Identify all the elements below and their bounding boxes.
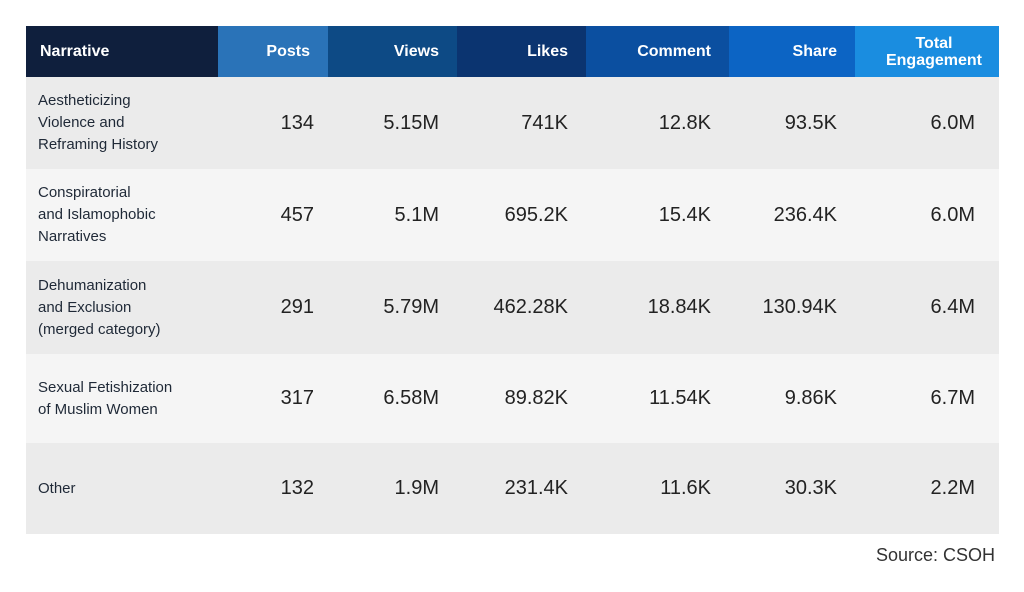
cell-posts: 134	[280, 111, 314, 134]
table-body: Aestheticizing Violence and Reframing Hi…	[26, 77, 999, 534]
data-table: Narrative Posts Views Likes Comment Share Tota…	[26, 26, 999, 534]
cell-views: 5.15M	[383, 111, 439, 134]
cell-share: 130.94K	[762, 296, 837, 318]
cell-comment: 12.8K	[658, 111, 711, 134]
cell-narrative: Dehumanization and Exclusion (merged cat…	[38, 276, 161, 338]
cell-comment: 15.4K	[658, 203, 711, 226]
cell-share: 9.86K	[784, 387, 837, 409]
cell-narrative: Aestheticizing Violence and Reframing Hi…	[38, 92, 159, 153]
header-share: Share	[729, 26, 855, 77]
header-views: Views	[328, 26, 457, 77]
cell-posts: 317	[280, 387, 314, 409]
cell-share: 236.4K	[773, 203, 837, 226]
table-row: Aestheticizing Violence and Reframing Hi…	[26, 77, 999, 169]
cell-total-engagement: 2.2M	[930, 477, 975, 499]
cell-share: 30.3K	[784, 477, 837, 499]
cell-posts: 291	[280, 296, 314, 318]
cell-comment: 11.6K	[660, 477, 711, 499]
cell-narrative: Sexual Fetishization of Muslim Women	[38, 378, 173, 418]
table-header: Narrative Posts Views Likes Comment Share Tota…	[26, 26, 999, 77]
cell-total-engagement: 6.7M	[930, 387, 975, 409]
cell-views: 5.1M	[394, 203, 439, 226]
header-likes: Likes	[457, 26, 586, 77]
cell-comment: 18.84K	[647, 296, 711, 318]
header-posts: Posts	[218, 26, 328, 77]
cell-views: 6.58M	[383, 387, 439, 409]
cell-likes: 462.28K	[493, 296, 568, 318]
source-note: Source: CSOH	[875, 545, 995, 565]
cell-likes: 695.2K	[504, 203, 568, 226]
cell-likes: 741K	[521, 111, 568, 134]
cell-likes: 231.4K	[504, 477, 568, 499]
cell-views: 1.9M	[394, 477, 439, 499]
header-total-engagement: Total Engagement	[855, 26, 999, 77]
cell-total-engagement: 6.4M	[930, 296, 975, 318]
table-row: Sexual Fetishization of Muslim Women 317 6…	[26, 354, 999, 443]
header-narrative: Narrative	[26, 26, 218, 77]
cell-views: 5.79M	[383, 296, 439, 318]
table-row: Other 132 1.9M 231.4K 11.6K 30.3K 2.2M	[26, 443, 999, 534]
header-comment: Comment	[586, 26, 729, 77]
cell-total-engagement: 6.0M	[930, 203, 975, 226]
cell-likes: 89.82K	[504, 387, 568, 409]
cell-total-engagement: 6.0M	[930, 111, 975, 134]
cell-share: 93.5K	[784, 111, 837, 134]
cell-narrative: Conspiratorial and Islamophobic Narrativ…	[38, 184, 156, 245]
table-row: Conspiratorial and Islamophobic Narrativ…	[26, 169, 999, 261]
cell-narrative: Other	[38, 479, 76, 497]
cell-posts: 457	[280, 203, 314, 226]
table-row: Dehumanization and Exclusion (merged cat…	[26, 261, 999, 354]
cell-posts: 132	[280, 477, 314, 499]
cell-comment: 11.54K	[649, 387, 711, 409]
